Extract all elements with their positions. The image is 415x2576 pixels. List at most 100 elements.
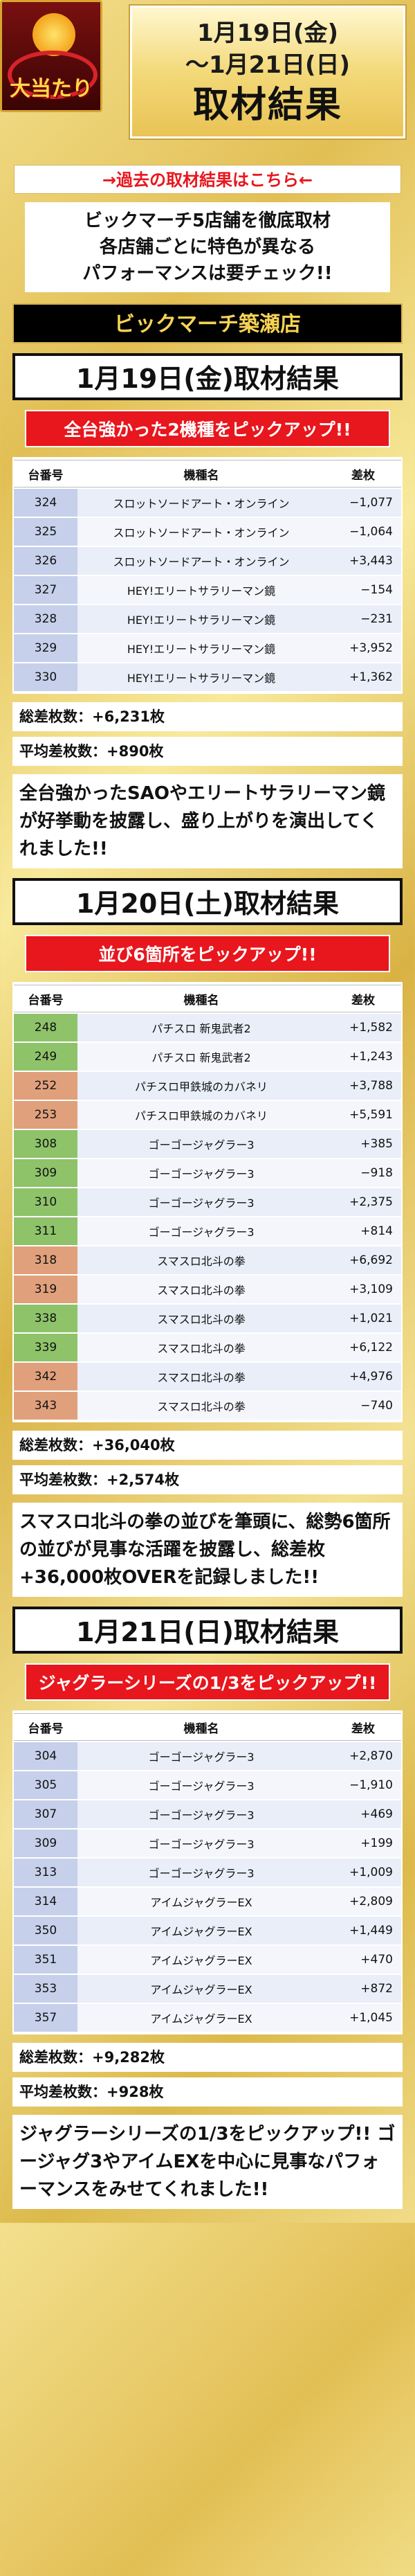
machine-name: スマスロ北斗の拳 <box>77 1305 325 1332</box>
machine-number: 309 <box>14 1830 77 1857</box>
pickup-banner: 全台強かった2機種をピックアップ!! <box>25 410 390 447</box>
title-box: 1月19日(金) 〜1月21日(日) 取材結果 <box>130 6 405 138</box>
table-row: 325 スロットソードアート・オンライン −1,064 <box>14 518 401 546</box>
table-row: 305 ゴーゴージャグラー3 −1,910 <box>14 1771 401 1799</box>
machine-number: 305 <box>14 1771 77 1799</box>
shop-name: ビックマーチ築瀬店 <box>12 303 403 343</box>
table-row: 327 HEY!エリートサラリーマン鏡 −154 <box>14 576 401 604</box>
machine-diff: +3,788 <box>325 1072 401 1100</box>
table-row: 314 アイムジャグラーEX +2,809 <box>14 1888 401 1915</box>
machine-diff: +1,021 <box>325 1305 401 1332</box>
table-row: 304 ゴーゴージャグラー3 +2,870 <box>14 1742 401 1770</box>
machine-diff: +2,375 <box>325 1188 401 1216</box>
machine-diff: +6,122 <box>325 1334 401 1361</box>
day-summary: ジャグラーシリーズの1/3をピックアップ!! ゴージャグ3やアイムEXを中心に見… <box>12 2115 403 2209</box>
machine-name: アイムジャグラーEX <box>77 1946 325 1974</box>
intro-line: ビックマーチ5店舗を徹底取材 <box>84 211 331 231</box>
machine-name: ゴーゴージャグラー3 <box>77 1771 325 1799</box>
machine-number: 249 <box>14 1043 77 1071</box>
machine-number: 304 <box>14 1742 77 1770</box>
machine-number: 325 <box>14 518 77 546</box>
table-row: 308 ゴーゴージャグラー3 +385 <box>14 1130 401 1158</box>
date-line-2: 〜1月21日(日) <box>185 51 351 79</box>
page-title: 取材結果 <box>192 84 342 126</box>
machine-name: スマスロ北斗の拳 <box>77 1246 325 1274</box>
machine-number: 311 <box>14 1217 77 1245</box>
machine-number: 338 <box>14 1305 77 1332</box>
machine-number: 307 <box>14 1800 77 1828</box>
machine-name: ゴーゴージャグラー3 <box>77 1859 325 1886</box>
machine-number: 310 <box>14 1188 77 1216</box>
machine-diff: +814 <box>325 1217 401 1245</box>
machine-number: 314 <box>14 1888 77 1915</box>
results-table: 台番号 機種名 差枚 248 パチスロ 新鬼武者2 +1,582 249 パチス… <box>12 982 403 1422</box>
results-table: 台番号 機種名 差枚 324 スロットソードアート・オンライン −1,077 3… <box>12 457 403 694</box>
table-row: 313 ゴーゴージャグラー3 +1,009 <box>14 1859 401 1886</box>
machine-name: アイムジャグラーEX <box>77 1888 325 1915</box>
average-diff: 平均差枚数：+928枚 <box>12 2077 403 2107</box>
machine-diff: −231 <box>325 605 401 633</box>
machine-diff: −154 <box>325 576 401 604</box>
machine-number: 313 <box>14 1859 77 1886</box>
day-summary: スマスロ北斗の拳の並びを筆頭に、総勢6箇所の並びが見事な活躍を披露し、総差枚+3… <box>12 1503 403 1597</box>
day-section: 1月20日(土)取材結果 並び6箇所をピックアップ!! 台番号 機種名 差枚 2… <box>0 878 415 1597</box>
machine-name: パチスロ甲鉄城のカバネリ <box>77 1101 325 1129</box>
table-row: 307 ゴーゴージャグラー3 +469 <box>14 1800 401 1828</box>
col-header-name: 機種名 <box>77 1713 325 1741</box>
date-line-1: 1月19日(金) <box>196 19 339 47</box>
machine-name: パチスロ甲鉄城のカバネリ <box>77 1072 325 1100</box>
machine-number: 357 <box>14 2004 77 2032</box>
table-row: 324 スロットソードアート・オンライン −1,077 <box>14 489 401 517</box>
logo: 大当たり <box>0 0 102 112</box>
machine-number: 328 <box>14 605 77 633</box>
machine-number: 351 <box>14 1946 77 1974</box>
table-row: 309 ゴーゴージャグラー3 +199 <box>14 1830 401 1857</box>
machine-number: 327 <box>14 576 77 604</box>
machine-name: アイムジャグラーEX <box>77 1917 325 1944</box>
machine-diff: +1,449 <box>325 1917 401 1944</box>
machine-diff: −1,064 <box>325 518 401 546</box>
machine-number: 253 <box>14 1101 77 1129</box>
table-row: 248 パチスロ 新鬼武者2 +1,582 <box>14 1014 401 1041</box>
machine-name: スロットソードアート・オンライン <box>77 547 325 575</box>
machine-number: 308 <box>14 1130 77 1158</box>
machine-name: パチスロ 新鬼武者2 <box>77 1014 325 1041</box>
machine-diff: −918 <box>325 1159 401 1187</box>
machine-diff: +4,976 <box>325 1363 401 1390</box>
machine-name: HEY!エリートサラリーマン鏡 <box>77 576 325 604</box>
machine-diff: +1,009 <box>325 1859 401 1886</box>
machine-diff: +1,362 <box>325 663 401 691</box>
machine-diff: +3,443 <box>325 547 401 575</box>
machine-diff: +5,591 <box>325 1101 401 1129</box>
col-header-number: 台番号 <box>14 460 77 488</box>
col-header-diff: 差枚 <box>325 460 401 488</box>
total-diff: 総差枚数：+36,040枚 <box>12 1431 403 1460</box>
col-header-name: 機種名 <box>77 460 325 488</box>
machine-number: 319 <box>14 1276 77 1303</box>
machine-diff: +470 <box>325 1946 401 1974</box>
header: 大当たり 1月19日(金) 〜1月21日(日) 取材結果 <box>0 0 415 158</box>
machine-number: 342 <box>14 1363 77 1390</box>
machine-number: 318 <box>14 1246 77 1274</box>
table-row: 311 ゴーゴージャグラー3 +814 <box>14 1217 401 1245</box>
machine-name: スロットソードアート・オンライン <box>77 518 325 546</box>
machine-name: スマスロ北斗の拳 <box>77 1276 325 1303</box>
intro-line: 各店舗ごとに特色が異なる <box>99 237 315 258</box>
table-row: 338 スマスロ北斗の拳 +1,021 <box>14 1305 401 1332</box>
machine-diff: +6,692 <box>325 1246 401 1274</box>
col-header-number: 台番号 <box>14 1713 77 1741</box>
table-row: 249 パチスロ 新鬼武者2 +1,243 <box>14 1043 401 1071</box>
col-header-diff: 差枚 <box>325 1713 401 1741</box>
table-row: 339 スマスロ北斗の拳 +6,122 <box>14 1334 401 1361</box>
machine-diff: +385 <box>325 1130 401 1158</box>
machine-name: ゴーゴージャグラー3 <box>77 1830 325 1857</box>
machine-name: アイムジャグラーEX <box>77 1975 325 2003</box>
past-results-link[interactable]: →過去の取材結果はこちら← <box>14 165 401 194</box>
machine-number: 343 <box>14 1392 77 1420</box>
table-row: 329 HEY!エリートサラリーマン鏡 +3,952 <box>14 634 401 662</box>
table-row: 350 アイムジャグラーEX +1,449 <box>14 1917 401 1944</box>
average-diff: 平均差枚数：+2,574枚 <box>12 1465 403 1494</box>
machine-number: 329 <box>14 634 77 662</box>
table-row: 353 アイムジャグラーEX +872 <box>14 1975 401 2003</box>
machine-diff: −740 <box>325 1392 401 1420</box>
